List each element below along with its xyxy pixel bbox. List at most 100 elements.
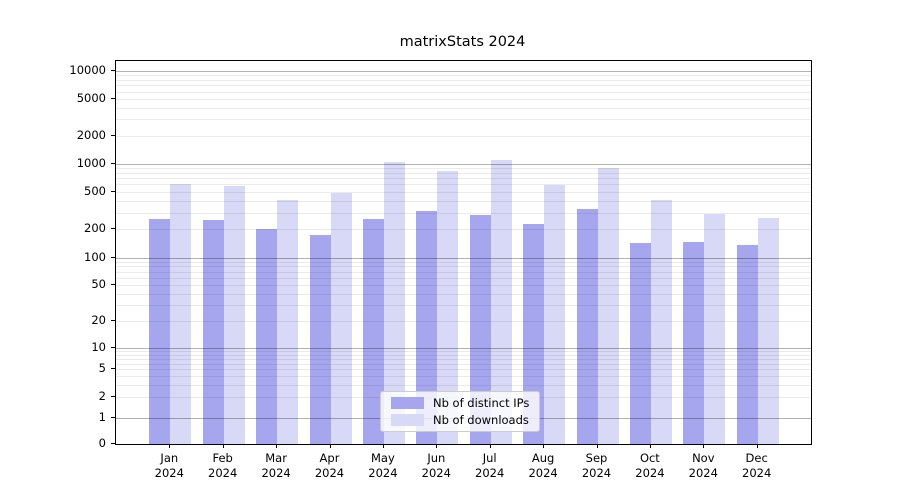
plot-area: Nb of distinct IPs Nb of downloads	[115, 60, 812, 445]
gridline-minor	[116, 304, 811, 306]
x-tick-mark	[329, 444, 331, 448]
y-tick-mark	[111, 228, 115, 230]
y-tick-label: 10	[91, 340, 106, 354]
bar-downloads-jan	[170, 183, 192, 444]
gridline-minor	[116, 284, 811, 286]
gridline-minor	[116, 271, 811, 273]
bar-downloads-may	[383, 162, 405, 444]
bar-distinct-ips-mar	[256, 229, 278, 444]
x-tick-label: Feb 2024	[208, 451, 238, 480]
bar-distinct-ips-jun	[416, 210, 438, 444]
gridline-major	[116, 163, 811, 165]
gridline-minor	[116, 277, 811, 279]
gridline-minor	[116, 212, 811, 214]
y-tick-mark	[111, 190, 115, 192]
bar-downloads-apr	[330, 193, 352, 444]
gridline-minor	[116, 358, 811, 360]
x-tick-label: Nov 2024	[688, 451, 718, 480]
y-tick-label: 1	[98, 410, 106, 424]
gridline-minor	[116, 293, 811, 295]
y-tick-mark	[111, 368, 115, 370]
legend: Nb of distinct IPs Nb of downloads	[380, 391, 540, 432]
x-tick-label: Aug 2024	[528, 451, 558, 480]
gridline-minor	[116, 119, 811, 121]
bar-distinct-ips-feb	[202, 220, 224, 444]
gridline-minor	[116, 375, 811, 377]
y-tick-label: 500	[84, 183, 106, 198]
gridline-minor	[116, 79, 811, 81]
y-tick-mark	[111, 162, 115, 164]
gridline-minor	[116, 229, 811, 231]
x-tick-mark	[703, 444, 705, 448]
y-tick-label: 100	[84, 249, 106, 264]
gridline-minor	[116, 351, 811, 353]
chart-title: matrixStats 2024	[399, 34, 526, 50]
gridline-minor	[116, 85, 811, 87]
gridline-minor	[116, 261, 811, 263]
y-tick-label: 5000	[76, 90, 106, 105]
y-tick-mark	[111, 347, 115, 349]
gridline-major	[116, 257, 811, 259]
bar-downloads-mar	[277, 199, 299, 444]
y-tick-label: 5	[98, 361, 106, 376]
y-tick-label: 20	[91, 312, 106, 327]
gridline-minor	[116, 167, 811, 169]
gridline-minor	[116, 172, 811, 174]
gridline-minor	[116, 184, 811, 186]
x-tick-mark	[276, 444, 278, 448]
y-tick-label: 1000	[76, 155, 106, 170]
legend-label-downloads: Nb of downloads	[433, 413, 529, 427]
bar-downloads-feb	[223, 186, 245, 444]
gridline-minor	[116, 363, 811, 365]
gridline-minor	[116, 384, 811, 386]
gridline-minor	[116, 266, 811, 268]
x-tick-mark	[649, 444, 652, 448]
y-tick-mark	[111, 283, 115, 285]
gridline-minor	[116, 178, 811, 180]
x-tick-mark	[596, 444, 598, 448]
bar-distinct-ips-jul	[469, 214, 491, 444]
x-tick-mark	[382, 444, 385, 448]
bar-downloads-oct	[650, 199, 672, 444]
x-tick-label: Jul 2024	[475, 451, 505, 480]
bar-distinct-ips-dec	[736, 245, 758, 444]
legend-item-downloads: Nb of downloads	[391, 413, 539, 427]
y-tick-label: 2	[98, 388, 106, 403]
x-tick-label: Mar 2024	[261, 451, 291, 480]
gridline-minor	[116, 320, 811, 322]
y-tick-mark	[111, 443, 115, 445]
bar-distinct-ips-nov	[683, 242, 705, 444]
y-tick-mark	[111, 319, 115, 321]
y-tick-mark	[111, 395, 115, 398]
y-tick-label: 10000	[69, 63, 106, 77]
y-tick-mark	[111, 256, 115, 258]
gridline-major	[116, 71, 811, 72]
y-tick-label: 0	[98, 436, 106, 450]
gridline-minor	[116, 91, 811, 93]
x-tick-label: Jun 2024	[421, 451, 451, 480]
bar-downloads-aug	[544, 185, 566, 444]
bar-downloads-nov	[704, 214, 726, 444]
legend-label-distinct-ips: Nb of distinct IPs	[433, 396, 530, 410]
x-tick-label: Sep 2024	[581, 451, 612, 480]
gridline-minor	[116, 107, 811, 109]
bar-downloads-dec	[757, 217, 779, 444]
gridline-minor	[116, 75, 811, 77]
x-tick-mark	[222, 444, 224, 448]
y-tick-label: 2000	[76, 127, 106, 142]
bar-distinct-ips-apr	[309, 235, 331, 444]
legend-swatch-downloads	[391, 414, 424, 426]
bar-distinct-ips-oct	[629, 242, 651, 444]
gridline-minor	[116, 98, 811, 100]
gridline-minor	[116, 200, 811, 202]
bar-downloads-jul	[490, 159, 512, 444]
gridline-major	[116, 348, 811, 349]
gridline-minor	[116, 354, 811, 356]
legend-item-distinct-ips: Nb of distinct IPs	[391, 396, 539, 410]
y-tick-label: 200	[84, 221, 106, 236]
y-tick-mark	[111, 134, 115, 136]
bar-distinct-ips-aug	[523, 223, 545, 444]
x-tick-mark	[543, 444, 545, 448]
x-tick-label: May 2024	[368, 451, 398, 480]
